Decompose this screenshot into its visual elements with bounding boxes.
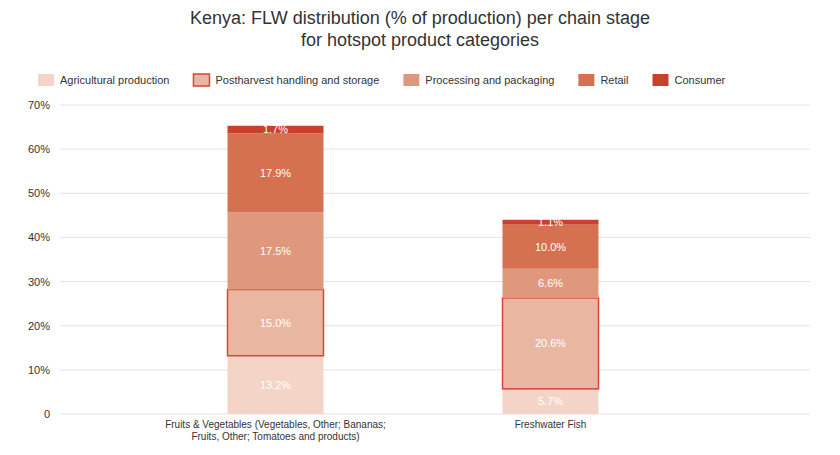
data-label: 17.9% — [260, 167, 291, 179]
data-label: 1.7% — [263, 123, 288, 135]
legend-swatch — [38, 74, 54, 86]
grid-line — [60, 193, 810, 194]
grid-line — [60, 105, 810, 106]
y-tick-label: 10% — [28, 364, 50, 376]
grid-line — [60, 369, 810, 370]
y-tick-label: 40% — [28, 231, 50, 243]
legend-label: Consumer — [675, 74, 726, 86]
y-tick-label: 0 — [44, 408, 50, 420]
bar-segment — [503, 389, 599, 414]
legend: Agricultural production Postharvest handl… — [38, 74, 726, 86]
data-label: 1.1% — [538, 216, 563, 228]
legend-swatch — [578, 74, 594, 86]
bar-segment — [503, 269, 599, 298]
data-label: 20.6% — [535, 337, 566, 349]
data-label: 13.2% — [260, 379, 291, 391]
legend-label: Processing and packaging — [425, 74, 554, 86]
bar-segment — [503, 225, 599, 269]
y-tick-label: 60% — [28, 143, 50, 155]
x-tick-label: Fruits & Vegetables (Vegetables, Other; … — [165, 419, 386, 442]
grid-line — [60, 281, 810, 282]
grid-line — [60, 237, 810, 238]
y-tick-label: 30% — [28, 276, 50, 288]
legend-swatch — [403, 74, 419, 86]
legend-label: Postharvest handling and storage — [215, 74, 379, 86]
legend-label: Retail — [600, 74, 628, 86]
chart: Kenya: FLW distribution (% of production… — [0, 0, 840, 455]
grid-line — [60, 414, 810, 415]
y-tick-label: 70% — [28, 99, 50, 111]
grid — [60, 105, 810, 414]
legend-swatch — [653, 74, 669, 86]
data-label: 15.0% — [260, 317, 291, 329]
y-tick-label: 50% — [28, 187, 50, 199]
grid-line — [60, 325, 810, 326]
data-label: 10.0% — [535, 241, 566, 253]
bars — [228, 126, 599, 414]
grid-line — [60, 149, 810, 150]
data-labels: 13.2% 15.0% 17.5% 17.9% 1.7% 5.7% 20.6% 6.6% 10.… — [260, 123, 566, 407]
legend-swatch — [193, 74, 209, 86]
x-tick-label: Freshwater Fish — [515, 419, 587, 430]
data-label: 6.6% — [538, 277, 563, 289]
data-label: 5.7% — [538, 395, 563, 407]
bar-segment — [228, 356, 324, 414]
y-tick-label: 20% — [28, 320, 50, 332]
bar-segment — [228, 133, 324, 212]
bar-segment — [228, 290, 324, 356]
bar-segment — [228, 212, 324, 289]
legend-label: Agricultural production — [60, 74, 169, 86]
title: Kenya: FLW distribution (% of production… — [190, 8, 650, 50]
data-label: 17.5% — [260, 245, 291, 257]
bar-segment — [503, 298, 599, 389]
